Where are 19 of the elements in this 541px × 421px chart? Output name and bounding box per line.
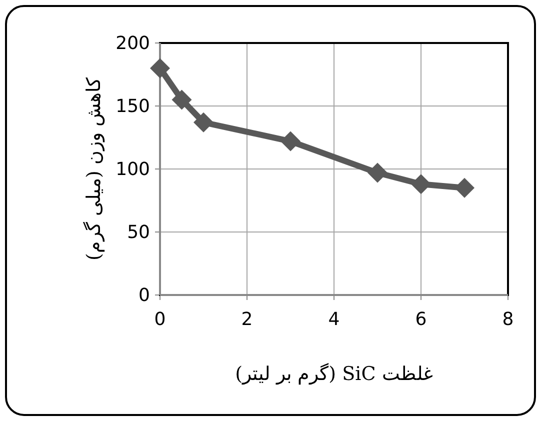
point [172, 90, 192, 110]
point [368, 162, 388, 183]
point [150, 58, 170, 78]
x-tick-label: 8 [502, 309, 514, 330]
point [194, 112, 214, 132]
y-axis-title: کاهش وزن (میلی گرم) [82, 76, 105, 260]
y-tick-label: 200 [116, 33, 150, 54]
x-tick-label: 2 [241, 309, 253, 330]
y-tick-label: 100 [116, 159, 150, 180]
x-tick-label: 4 [328, 309, 340, 330]
point [280, 131, 300, 152]
x-axis-title: غلظت SiC (گرم بر لیتر) [235, 362, 433, 385]
x-tick-label: 0 [154, 309, 166, 330]
point [454, 178, 474, 198]
point [411, 174, 431, 194]
x-tick-label: 6 [415, 309, 427, 330]
y-tick-label: 0 [138, 285, 150, 306]
y-tick-label: 150 [116, 96, 150, 117]
y-tick-label: 50 [127, 222, 150, 243]
